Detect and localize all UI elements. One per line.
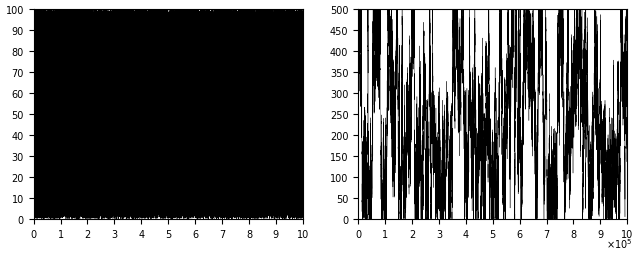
Text: $\times 10^5$: $\times 10^5$	[606, 236, 633, 250]
